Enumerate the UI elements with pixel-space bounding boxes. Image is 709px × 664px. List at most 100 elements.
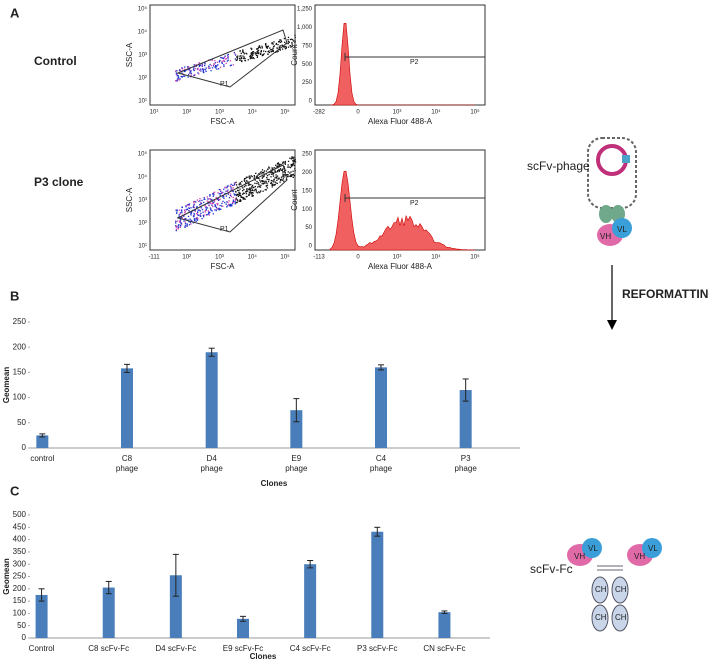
dot bbox=[229, 205, 231, 207]
dot bbox=[207, 213, 210, 215]
dot bbox=[175, 72, 177, 74]
dot bbox=[292, 160, 294, 162]
y-tick-label: 400 bbox=[13, 535, 27, 544]
dot bbox=[176, 70, 178, 72]
dot bbox=[255, 176, 258, 179]
dot bbox=[180, 70, 182, 72]
dot bbox=[179, 221, 182, 223]
y-tick-label: 10¹ bbox=[138, 99, 147, 105]
dot bbox=[259, 173, 261, 176]
dot bbox=[232, 203, 234, 205]
dot bbox=[253, 174, 255, 177]
dot bbox=[243, 197, 245, 199]
dot bbox=[202, 70, 204, 72]
dot bbox=[250, 57, 252, 59]
dot bbox=[177, 76, 179, 78]
dot bbox=[286, 173, 288, 176]
dot bbox=[273, 45, 276, 47]
dot bbox=[238, 193, 241, 195]
dot bbox=[266, 184, 269, 187]
dot bbox=[198, 200, 200, 203]
y-tick-label: 500 bbox=[302, 62, 313, 68]
dot bbox=[231, 188, 233, 190]
dot bbox=[190, 214, 192, 216]
dot bbox=[209, 198, 212, 200]
dot bbox=[284, 162, 286, 164]
dot bbox=[239, 192, 241, 195]
dot bbox=[232, 201, 234, 203]
dot bbox=[291, 157, 293, 159]
dot bbox=[254, 188, 256, 191]
dot bbox=[229, 194, 232, 197]
dot bbox=[245, 190, 248, 192]
dot bbox=[289, 172, 291, 174]
dot bbox=[272, 181, 274, 183]
dot bbox=[216, 65, 218, 67]
dot bbox=[180, 216, 183, 218]
dot bbox=[280, 40, 283, 43]
dot bbox=[217, 202, 219, 205]
dot bbox=[181, 212, 183, 214]
dot bbox=[178, 215, 180, 218]
dot bbox=[175, 225, 177, 227]
dot bbox=[204, 210, 207, 212]
y-tick-label: 0 bbox=[309, 244, 313, 250]
dot bbox=[210, 69, 212, 72]
dot bbox=[203, 198, 205, 200]
dot bbox=[209, 207, 212, 209]
dot bbox=[224, 192, 226, 195]
dot bbox=[181, 76, 183, 78]
dot bbox=[283, 171, 285, 173]
dot bbox=[251, 53, 253, 55]
dot bbox=[258, 52, 260, 54]
dot bbox=[177, 77, 180, 79]
x-tick-label: 0 bbox=[356, 255, 360, 261]
dot bbox=[252, 53, 254, 55]
dot bbox=[270, 182, 272, 184]
dot bbox=[261, 177, 263, 179]
dot bbox=[223, 60, 225, 62]
dot bbox=[268, 166, 270, 168]
dot bbox=[290, 158, 292, 160]
dot bbox=[227, 205, 229, 207]
dot bbox=[188, 209, 190, 212]
dot bbox=[184, 66, 186, 68]
dot bbox=[256, 182, 258, 185]
dot bbox=[195, 218, 198, 220]
dot bbox=[265, 50, 267, 53]
dot bbox=[193, 204, 195, 206]
dot bbox=[188, 203, 191, 205]
dot bbox=[261, 47, 264, 49]
dot bbox=[251, 184, 254, 187]
dot bbox=[181, 217, 184, 219]
dot bbox=[228, 197, 231, 199]
dot bbox=[236, 199, 239, 201]
y-tick-label: 200 bbox=[13, 584, 27, 593]
dot bbox=[179, 212, 182, 214]
dot bbox=[195, 220, 197, 222]
dot bbox=[206, 207, 209, 209]
dot bbox=[275, 42, 278, 45]
x-tick-label: C8 scFv-Fc bbox=[88, 644, 129, 653]
y-axis-label: SSC-A bbox=[125, 187, 134, 212]
gate-label: P2 bbox=[410, 200, 419, 207]
dot bbox=[179, 220, 181, 222]
dot bbox=[198, 62, 200, 64]
dot bbox=[218, 207, 220, 210]
dot bbox=[247, 59, 249, 61]
dot bbox=[240, 52, 242, 55]
dot bbox=[216, 198, 218, 201]
dot bbox=[263, 170, 266, 172]
fc-drawing bbox=[567, 538, 662, 632]
dot bbox=[221, 202, 223, 204]
bar bbox=[371, 531, 384, 638]
dot bbox=[210, 65, 213, 67]
dot bbox=[271, 48, 273, 51]
dot bbox=[280, 163, 282, 166]
dot bbox=[274, 183, 276, 186]
dot bbox=[279, 168, 282, 170]
dot bbox=[258, 185, 260, 187]
dot bbox=[234, 194, 236, 196]
dot bbox=[240, 196, 242, 198]
dot bbox=[261, 45, 263, 47]
